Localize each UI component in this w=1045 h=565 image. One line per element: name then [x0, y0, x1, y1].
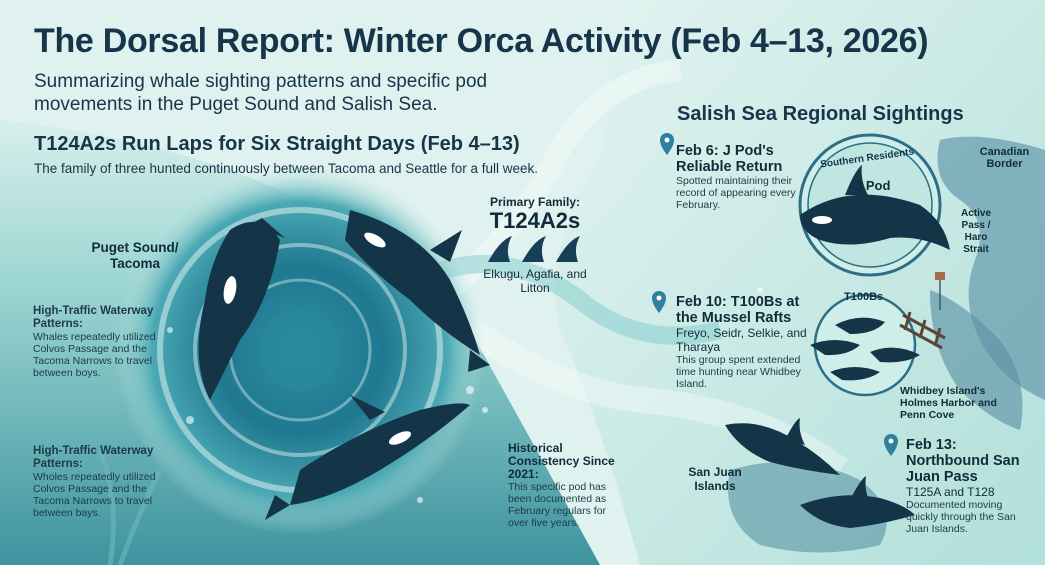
whidbey-label: Whidbey Island's Holmes Harbor and Penn … — [900, 385, 997, 421]
event-feb10: Feb 10: T100Bs at the Mussel Rafts Freyo… — [676, 294, 816, 390]
primary-family-card: Primary Family: T124A2s Elkugu, Agafia, … — [470, 195, 600, 295]
history-note: Historical Consistency Since 2021: This … — [508, 441, 628, 530]
event-text: Spotted maintaining their record of appe… — [676, 175, 796, 211]
event-feb13: Feb 13: Northbound San Juan Pass T125A a… — [906, 437, 1036, 535]
family-members: Elkugu, Agafia, and Litton — [483, 267, 587, 295]
j-pod-label: J Pod — [855, 178, 891, 193]
san-juan-label: San Juan Islands — [688, 465, 742, 493]
event-text: This group spent extended time hunting n… — [676, 354, 801, 390]
note-text: Whales repeatedly utilized Colvos Passag… — [33, 331, 156, 379]
note-text: Wholes repeatedly utilized Colvos Passag… — [33, 471, 156, 519]
event-members: Freyo, Seidr, Selkie, and Tharaya — [676, 326, 807, 354]
history-text: This specific pod has been documented as… — [508, 481, 607, 529]
location-label-puget-sound: Puget Sound/ Tacoma — [91, 240, 179, 271]
event-title: Feb 6: J Pod's Reliable Return — [676, 143, 783, 175]
canadian-border-label: Canadian Border — [979, 146, 1030, 170]
family-name: T124A2s — [489, 208, 581, 233]
note-waterway-2: High-Traffic Waterway Patterns: Wholes r… — [33, 445, 163, 519]
section-description: The family of three hunted continuously … — [34, 161, 539, 176]
section-heading-left: T124A2s Run Laps for Six Straight Days (… — [34, 133, 520, 155]
page-subtitle: Summarizing whale sighting patterns and … — [34, 71, 488, 115]
event-text: Documented moving quickly through the Sa… — [906, 499, 1016, 535]
history-title: Historical Consistency Since 2021: — [508, 441, 615, 481]
note-title: High-Traffic Waterway Patterns: — [33, 305, 154, 330]
event-title: Feb 10: T100Bs at the Mussel Rafts — [676, 294, 800, 326]
event-title: Feb 13: Northbound San Juan Pass — [906, 437, 1020, 485]
family-label: Primary Family: — [489, 195, 581, 209]
t100-badge-label: T100Bs — [844, 291, 884, 303]
page-title: The Dorsal Report: Winter Orca Activity … — [34, 22, 929, 60]
active-pass-label: Active Pass / Haro Strait — [960, 208, 991, 255]
note-title: High-Traffic Waterway Patterns: — [33, 445, 154, 470]
note-waterway-1: High-Traffic Waterway Patterns: Whales r… — [33, 305, 158, 379]
section-heading-right: Salish Sea Regional Sightings — [677, 103, 964, 125]
event-members: T125A and T128 — [906, 485, 995, 499]
event-feb6: Feb 6: J Pod's Reliable Return Spotted m… — [676, 143, 811, 211]
